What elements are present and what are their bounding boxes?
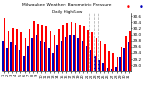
Bar (90, 50, 92, 71)
Bar (23, 56, 25, 71)
Text: Daily High/Low: Daily High/Low (52, 10, 82, 14)
Bar (48, 48, 50, 71)
Text: •: • (138, 3, 143, 12)
Bar (20, 32, 22, 71)
Bar (52, 53, 54, 71)
Bar (87, 30, 89, 71)
Bar (19, 50, 20, 71)
Bar (119, 57, 121, 71)
Bar (86, 46, 87, 71)
Bar (128, 42, 129, 71)
Bar (6, 48, 8, 71)
Bar (77, 38, 79, 71)
Bar (102, 63, 104, 71)
Bar (16, 29, 18, 71)
Bar (66, 23, 68, 71)
Bar (37, 24, 39, 71)
Bar (75, 23, 76, 71)
Bar (111, 69, 112, 71)
Bar (10, 42, 12, 71)
Bar (92, 32, 93, 71)
Bar (82, 41, 83, 71)
Bar (125, 36, 127, 71)
Bar (61, 41, 62, 71)
Bar (33, 21, 35, 71)
Bar (41, 25, 43, 71)
Bar (100, 41, 101, 71)
Bar (129, 31, 131, 71)
Bar (71, 22, 72, 71)
Bar (115, 67, 117, 71)
Bar (44, 42, 45, 71)
Bar (27, 46, 29, 71)
Bar (108, 51, 110, 71)
Bar (98, 60, 100, 71)
Bar (65, 37, 66, 71)
Bar (121, 47, 122, 71)
Bar (8, 31, 9, 71)
Bar (58, 29, 60, 71)
Bar (112, 53, 114, 71)
Bar (50, 31, 51, 71)
Bar (107, 68, 108, 71)
Bar (15, 45, 16, 71)
Bar (104, 44, 106, 71)
Bar (73, 35, 75, 71)
Bar (117, 57, 118, 71)
Bar (40, 41, 41, 71)
Bar (62, 25, 64, 71)
Text: •: • (126, 3, 130, 12)
Bar (25, 38, 26, 71)
Bar (69, 35, 71, 71)
Bar (79, 25, 80, 71)
Bar (54, 35, 56, 71)
Bar (29, 29, 30, 71)
Bar (96, 38, 97, 71)
Bar (83, 26, 85, 71)
Bar (4, 18, 5, 71)
Bar (94, 56, 96, 71)
Bar (123, 48, 125, 71)
Text: Milwaukee Weather: Barometric Pressure: Milwaukee Weather: Barometric Pressure (22, 3, 112, 7)
Bar (12, 28, 14, 71)
Bar (56, 45, 58, 71)
Bar (31, 38, 33, 71)
Bar (36, 35, 37, 71)
Bar (45, 26, 47, 71)
Bar (2, 41, 4, 71)
